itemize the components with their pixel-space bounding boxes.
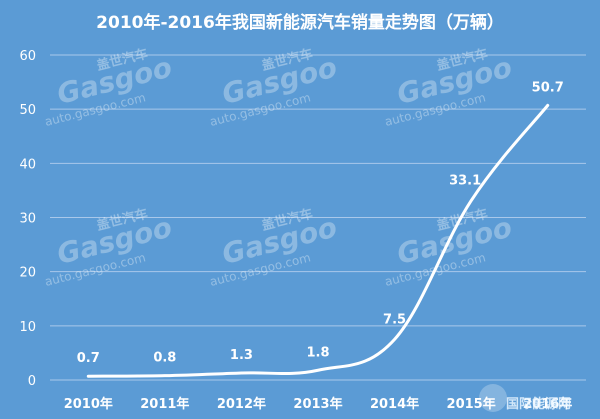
y-tick-label: 20 <box>19 266 36 281</box>
watermark: 盖世汽车Gasgooauto.gasgoo.com盖世汽车Gasgooauto.… <box>43 46 515 289</box>
x-tick-label: 2012年 <box>217 396 266 412</box>
data-label: 0.7 <box>77 351 100 366</box>
data-label: 0.8 <box>153 351 176 366</box>
data-label-group: 0.7 0.8 1.3 1.8 7.5 33.1 50.7 <box>77 80 564 366</box>
data-label: 7.5 <box>383 312 406 327</box>
chart-title: 2010年-2016年我国新能源汽车销量走势图（万辆） <box>96 12 504 33</box>
corner-logo-icon <box>479 384 507 412</box>
axes: 0 10 20 30 40 50 60 2010年 2011年 2012年 2013年 2014年 20… <box>19 49 572 412</box>
x-tick-label: 2016年 <box>523 396 572 412</box>
data-label: 33.1 <box>449 174 481 189</box>
corner-logo: 国际能源网 <box>479 384 571 412</box>
x-tick-label: 2011年 <box>140 396 189 412</box>
x-tick-label: 2013年 <box>293 396 342 412</box>
data-label: 1.3 <box>230 348 253 363</box>
corner-logo-text: 国际能源网 <box>506 396 571 412</box>
y-tick-label: 40 <box>19 157 36 172</box>
y-tick-label: 30 <box>19 212 36 227</box>
x-tick-label: 2014年 <box>370 396 419 412</box>
y-tick-label: 0 <box>28 374 36 389</box>
series-line-group <box>86 103 550 378</box>
y-tick-label: 50 <box>19 103 36 118</box>
grid <box>50 54 586 381</box>
series-line <box>86 103 550 378</box>
x-tick-label: 2010年 <box>64 396 113 412</box>
y-tick-label: 60 <box>19 49 36 64</box>
data-label: 50.7 <box>532 80 564 95</box>
x-tick-label: 2015年 <box>447 396 496 412</box>
data-label: 1.8 <box>306 345 329 360</box>
y-tick-label: 10 <box>19 320 36 335</box>
